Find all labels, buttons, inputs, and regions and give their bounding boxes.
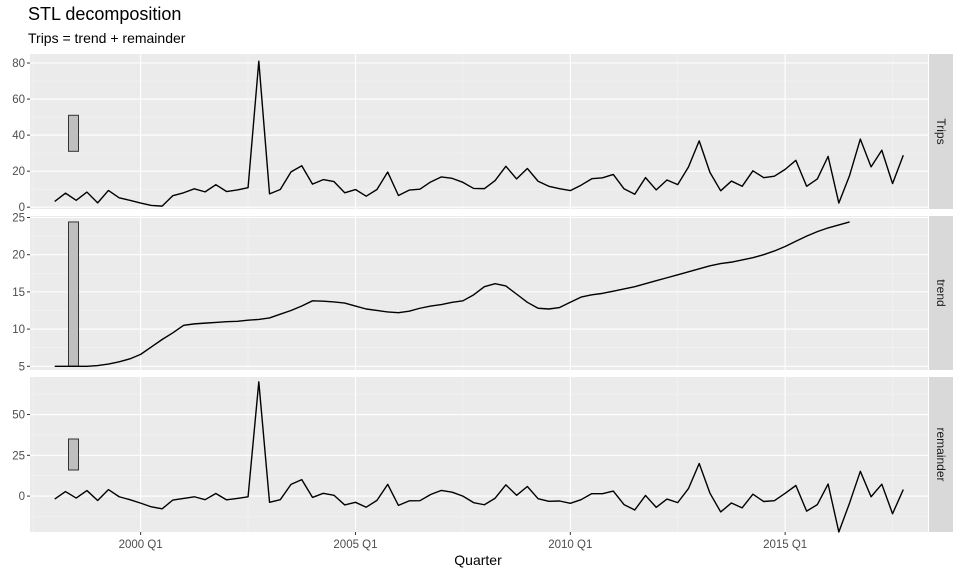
panel-background [30,216,928,370]
x-tick-label: 2015 Q1 [763,539,807,551]
y-tick-label: 0 [19,491,25,503]
y-tick-label: 15 [12,287,25,299]
series-line-trips [54,60,904,207]
minor-gridlines [30,377,928,532]
panel-background [30,54,928,209]
panel-trend: 5 10 15 20 25 trend [12,212,953,373]
chart-title: STL decomposition [28,4,181,24]
facet-strip [929,377,953,532]
facet-strip-label: Trips [934,118,948,144]
y-tick-label: 10 [12,324,25,336]
scale-bar [68,438,79,471]
major-gridlines [30,54,928,209]
y-tick-label: 60 [12,94,25,106]
minor-gridlines [30,216,928,370]
major-gridlines [30,216,928,370]
panel-remainder: 0 25 50 remainder [12,377,953,533]
x-tick-label: 2005 Q1 [333,539,377,551]
scale-bar [68,221,79,367]
y-tick-label: 20 [12,166,25,178]
y-tick-label: 0 [19,202,25,214]
facet-strip [929,216,953,370]
panel-trips: 0 20 40 60 80 Trips [12,54,953,214]
panel-background [30,377,928,532]
series-line-remainder [54,381,904,533]
y-tick-label: 25 [12,450,25,462]
x-axis-title: Quarter [454,552,502,568]
major-gridlines [30,377,928,532]
y-tick-label: 80 [12,58,25,70]
facet-panels: 020406080Trips510152025trend02550remaind… [12,54,953,533]
y-tick-label: 5 [19,361,25,373]
y-tick-label: 50 [12,410,25,422]
y-tick-label: 25 [12,212,25,224]
facet-strip [929,54,953,209]
facet-strip-label: remainder [934,427,948,481]
chart-subtitle: Trips = trend + remainder [28,30,186,46]
x-tick-label: 2010 Q1 [548,539,592,551]
x-axis: 2000 Q1 2005 Q1 2010 Q1 2015 Q1 [119,532,807,551]
y-tick-label: 20 [12,250,25,262]
y-tick-label: 40 [12,130,25,142]
facet-strip-label: trend [934,279,948,306]
x-tick-label: 2000 Q1 [119,539,163,551]
minor-gridlines [30,54,928,209]
scale-bar [68,114,79,152]
series-line-trend [54,221,850,367]
